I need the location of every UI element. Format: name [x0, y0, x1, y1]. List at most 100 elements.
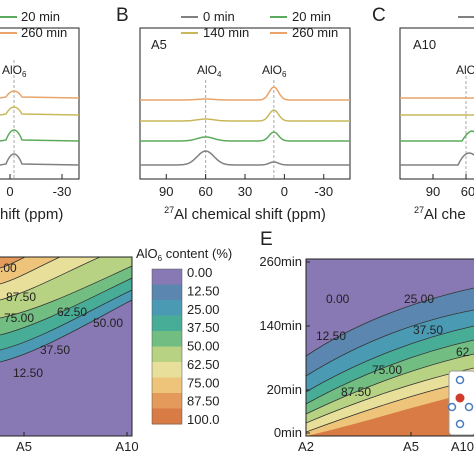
panel-e-xtick-a10: A10 [451, 439, 474, 454]
panel-e-ytick-140: 140min [259, 318, 302, 333]
colorbar-swatch [152, 269, 182, 285]
panel-e-inset-icon [447, 370, 474, 436]
spectrum-260 [140, 86, 350, 101]
panel-e-xtick-a2: A2 [298, 439, 314, 454]
tick-label: 0 [281, 184, 288, 199]
panel-c-trace-3 [400, 130, 474, 142]
panel-e-contour-label-25: 25.00 [404, 292, 434, 306]
panel-e-ytick-260: 260min [259, 254, 302, 269]
panel-a-trace-2 [0, 106, 80, 116]
tick-label: 90 [159, 184, 173, 199]
colorbar-swatch [152, 315, 182, 332]
colorbar-swatch [152, 331, 182, 347]
panel-e-contour-label-0: 0.00 [326, 292, 350, 306]
colorbar-tick: 75.00 [187, 375, 220, 390]
panel-c-letter: C [372, 5, 386, 26]
colorbar-tick: 50.00 [187, 339, 220, 354]
colorbar: AlO6 content (%) 0.00 12.50 25.00 37.50 50.0… [136, 246, 232, 427]
colorbar-swatch [152, 300, 182, 316]
colorbar-swatches [151, 268, 183, 425]
panel-c-tick-60: 60 [461, 184, 474, 199]
panel-c-frame [399, 27, 474, 180]
panel-d-contour-label-62: 62.50 [57, 305, 87, 319]
panel-b-traces [140, 80, 350, 179]
panel-d-frame [0, 256, 133, 437]
panel-e-contour-label-75: 75.00 [372, 363, 402, 377]
panel-b-xlabel: 27Al chemical shift (ppm) [164, 205, 326, 223]
panel-a-frame [0, 27, 80, 180]
panel-b-label-alo4: AlO4 [197, 63, 222, 79]
panel-a-tick-0: 0 [6, 184, 13, 199]
panel-c-sample: A10 [413, 37, 436, 52]
panel-b-frame [139, 27, 351, 180]
colorbar-tick: 37.50 [187, 320, 220, 335]
panel-d-corner-label: .00 [0, 261, 17, 275]
panel-a: 20 min 260 min AlO6 0 -30 hift (ppm) [0, 9, 80, 223]
panel-e-ytick-20: 20min [267, 382, 302, 397]
panel-a-trace-3 [0, 129, 80, 142]
panel-c-xlabel: 27Al che [414, 205, 466, 223]
colorbar-swatch [152, 346, 182, 363]
colorbar-tick: 12.50 [187, 283, 220, 298]
panel-d: .00 87.50 75.00 62.50 50.00 37.50 12.50 … [0, 256, 139, 454]
panel-e: E 0.00 25.00 12.50 37.50 62 75.00 87.50 [259, 229, 474, 454]
panel-a-trace-top [0, 90, 80, 99]
panel-a-xlabel: hift (ppm) [0, 206, 63, 223]
panel-d-contour-label-87: 87.50 [6, 290, 36, 304]
panel-c: C A10 AlO 90 60 27Al che [372, 5, 474, 223]
panel-a-tick-30: -30 [53, 184, 72, 199]
panel-b-letter: B [116, 5, 129, 26]
panel-c-label-alo: AlO [456, 63, 474, 77]
panel-b-legend: 0 min 20 min 140 min 260 min [181, 9, 338, 40]
tick-label: -30 [314, 184, 333, 199]
colorbar-swatch [152, 377, 182, 394]
legend-label-260: 260 min [292, 25, 338, 40]
colorbar-tick: 25.00 [187, 302, 220, 317]
panel-c-tick-90: 90 [426, 184, 440, 199]
spectrum-0 [140, 150, 350, 166]
tick-label: 30 [238, 184, 252, 199]
panel-e-contour [306, 259, 474, 436]
panel-a-trace-4 [0, 153, 80, 166]
panel-e-letter: E [260, 229, 273, 250]
panel-a-legend-260: 260 min [21, 25, 67, 40]
panel-d-contour-label-37: 37.50 [40, 343, 70, 357]
panel-e-frame [305, 258, 474, 437]
legend-label-140: 140 min [203, 25, 249, 40]
spectrum-20 [140, 131, 350, 142]
colorbar-tick: 0.00 [187, 265, 212, 280]
colorbar-swatch [152, 362, 182, 378]
colorbar-swatch [152, 393, 182, 409]
colorbar-swatch [152, 408, 182, 425]
panel-d-contour [0, 257, 132, 436]
colorbar-tick: 100.0 [187, 412, 220, 427]
colorbar-swatch [152, 284, 182, 301]
panel-d-contour-label-12: 12.50 [13, 366, 43, 380]
spectrum-140 [140, 109, 350, 122]
panel-d-contour-label-50: 50.00 [93, 316, 123, 330]
panel-d-contour-label-75: 75.00 [4, 311, 34, 325]
colorbar-title: AlO6 content (%) [136, 246, 232, 263]
tick-label: 60 [198, 184, 212, 199]
panel-b-ticks: 90 60 30 0 -30 [159, 174, 333, 199]
legend-label-20: 20 min [292, 9, 331, 24]
panel-b-sample: A5 [151, 37, 167, 52]
colorbar-tick: 87.50 [187, 394, 220, 409]
panel-b-label-alo6: AlO6 [262, 63, 287, 79]
colorbar-ticks: 0.00 12.50 25.00 37.50 50.00 62.50 75.00 87.50 1… [187, 265, 220, 427]
panel-d-tick-a5: A5 [16, 439, 32, 454]
panel-e-contour-label-12: 12.50 [316, 329, 346, 343]
colorbar-tick: 62.50 [187, 357, 220, 372]
legend-label-0: 0 min [203, 9, 235, 24]
panel-b: B A5 0 min 20 min 140 min 260 min AlO4 AlO6… [116, 5, 351, 223]
panel-d-tick-a10: A10 [115, 439, 138, 454]
panel-a-label-alo6: AlO6 [2, 63, 27, 79]
panel-e-ytick-0: 0min [274, 425, 302, 440]
panel-c-trace-4 [400, 152, 474, 166]
panel-e-contour-label-87: 87.50 [341, 385, 371, 399]
panel-e-xtick-a5: A5 [403, 439, 419, 454]
panel-e-contour-label-37: 37.50 [413, 323, 443, 337]
colorbar-frame [151, 268, 183, 425]
panel-e-contour-label-62: 62 [456, 345, 470, 359]
